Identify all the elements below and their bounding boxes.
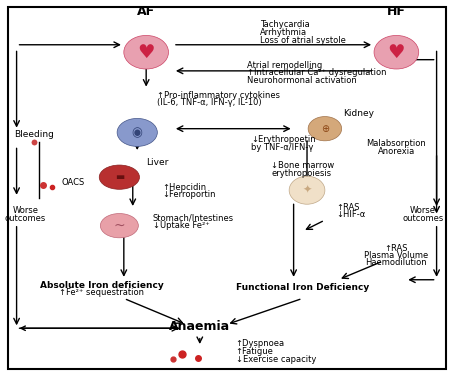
Text: Liver: Liver <box>146 158 169 167</box>
Ellipse shape <box>308 116 342 141</box>
Text: Malabsorption: Malabsorption <box>366 139 426 148</box>
Ellipse shape <box>124 35 168 69</box>
Text: Loss of atrial systole: Loss of atrial systole <box>260 36 346 45</box>
Text: ↓Exercise capacity: ↓Exercise capacity <box>235 355 316 364</box>
Ellipse shape <box>117 118 158 146</box>
Text: erythropoiesis: erythropoiesis <box>271 169 331 178</box>
Text: Kidney: Kidney <box>343 109 374 118</box>
Text: ◉: ◉ <box>132 126 143 139</box>
Text: Anaemia: Anaemia <box>169 320 230 333</box>
Text: ↑RAS: ↑RAS <box>385 244 408 253</box>
Text: ▬: ▬ <box>115 172 124 182</box>
Text: ↑Fatigue: ↑Fatigue <box>235 347 274 356</box>
Text: Stomach/Intestines: Stomach/Intestines <box>153 214 234 223</box>
Text: outcomes: outcomes <box>5 214 46 223</box>
Text: AF: AF <box>137 5 155 18</box>
Ellipse shape <box>99 165 140 189</box>
Text: outcomes: outcomes <box>403 214 444 223</box>
Text: ↓Ferroportin: ↓Ferroportin <box>162 190 215 199</box>
Text: ✦: ✦ <box>302 185 312 195</box>
Text: ↑Fe²⁺ sequestration: ↑Fe²⁺ sequestration <box>59 288 144 297</box>
Text: Haemodilution: Haemodilution <box>365 258 427 267</box>
Text: Functional Iron Deficiency: Functional Iron Deficiency <box>236 283 369 292</box>
Text: ↑RAS: ↑RAS <box>336 203 360 211</box>
Text: Worse: Worse <box>410 206 436 215</box>
Text: Absolute Iron deficiency: Absolute Iron deficiency <box>40 281 163 290</box>
Text: ↑Pro-inflammatory cytokines: ↑Pro-inflammatory cytokines <box>158 91 280 100</box>
Text: ♥: ♥ <box>387 43 405 62</box>
Text: Tachycardia: Tachycardia <box>260 20 310 29</box>
Text: Atrial remodelling: Atrial remodelling <box>247 61 322 70</box>
Text: Worse: Worse <box>13 206 39 215</box>
Text: ↑Dyspnoea: ↑Dyspnoea <box>235 339 285 348</box>
Text: by TNF-α/IFN-γ: by TNF-α/IFN-γ <box>251 143 314 152</box>
Text: ↑Intracellular Ca²⁺ dysregulation: ↑Intracellular Ca²⁺ dysregulation <box>247 68 386 77</box>
Text: OACS: OACS <box>61 178 85 187</box>
Text: ↓Bone marrow: ↓Bone marrow <box>271 161 334 170</box>
Text: ↓HIF-α: ↓HIF-α <box>336 210 365 219</box>
Text: (IL-6, TNF-α, IFN-γ, IL-10): (IL-6, TNF-α, IFN-γ, IL-10) <box>158 98 262 107</box>
Text: ⊕: ⊕ <box>321 124 329 134</box>
Text: Plasma Volume: Plasma Volume <box>364 251 428 260</box>
Text: Anorexia: Anorexia <box>378 147 415 156</box>
Text: Bleeding: Bleeding <box>14 130 54 139</box>
Text: HF: HF <box>387 5 406 18</box>
Text: ~: ~ <box>113 219 125 233</box>
Text: Neurohormonal activation: Neurohormonal activation <box>247 76 356 85</box>
Ellipse shape <box>374 35 418 69</box>
Text: ♥: ♥ <box>137 43 155 62</box>
Text: Arrhythmia: Arrhythmia <box>260 28 307 37</box>
Text: ↑Hepcidin: ↑Hepcidin <box>162 183 206 192</box>
Ellipse shape <box>100 213 138 238</box>
Ellipse shape <box>289 176 325 204</box>
Text: ↓Erythropoetin: ↓Erythropoetin <box>251 135 316 144</box>
Text: ↓Uptake Fe²⁺: ↓Uptake Fe²⁺ <box>153 221 210 230</box>
